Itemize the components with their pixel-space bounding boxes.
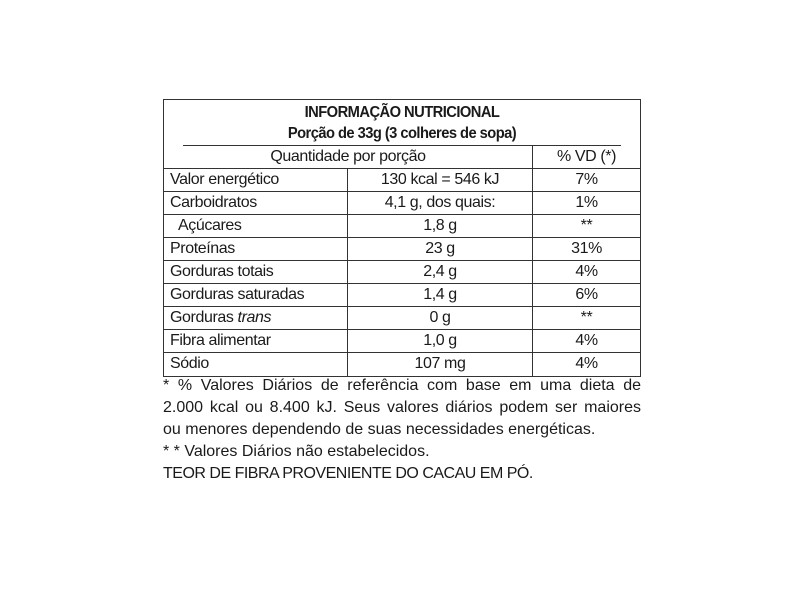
nutrient-name: Gorduras saturadas bbox=[164, 284, 348, 306]
header-quantity: Quantidade por porção bbox=[164, 146, 533, 168]
nutrient-name: Gorduras trans bbox=[164, 307, 348, 329]
nutrient-amount: 2,4 g bbox=[348, 261, 533, 283]
nutrient-amount: 1,4 g bbox=[348, 284, 533, 306]
nutrient-name: Carboidratos bbox=[164, 192, 348, 214]
nutrient-name-italic: trans bbox=[237, 309, 272, 326]
table-row: Proteínas 23 g 31% bbox=[164, 238, 640, 261]
nutrient-amount: 23 g bbox=[348, 238, 533, 260]
nutrient-amount: 1,8 g bbox=[348, 215, 533, 237]
table-row: Gorduras saturadas 1,4 g 6% bbox=[164, 284, 640, 307]
table-row: Sódio 107 mg 4% bbox=[164, 353, 640, 376]
header-dv: % VD (*) bbox=[556, 148, 617, 165]
nutrient-dv: 4% bbox=[575, 355, 598, 372]
nutrition-table: INFORMAÇÃO NUTRICIONAL Porção de 33g (3 … bbox=[163, 99, 641, 377]
nutrient-dv: 4% bbox=[575, 332, 598, 349]
nutrient-name: Fibra alimentar bbox=[164, 330, 348, 352]
table-header-row: Quantidade por porção % VD (*) bbox=[164, 146, 640, 169]
nutrient-name: Sódio bbox=[164, 353, 348, 376]
nutrient-amount: 107 mg bbox=[348, 353, 533, 376]
footnotes: * % Valores Diários de referência com ba… bbox=[163, 375, 641, 485]
table-row: Fibra alimentar 1,0 g 4% bbox=[164, 330, 640, 353]
nutrient-name: Açúcares bbox=[164, 215, 348, 237]
table-row: Carboidratos 4,1 g, dos quais: 1% bbox=[164, 192, 640, 215]
table-title: INFORMAÇÃO NUTRICIONAL bbox=[304, 104, 500, 121]
nutrient-name-text: Gorduras bbox=[170, 309, 234, 326]
table-row: Gorduras trans 0 g ** bbox=[164, 307, 640, 330]
footnote-line: 2.000 kcal ou 8.400 kJ. Seus valores diá… bbox=[163, 399, 641, 416]
footnote-line: * % Valores Diários de referência com ba… bbox=[163, 377, 641, 394]
nutrient-dv: 4% bbox=[575, 263, 598, 280]
nutrient-name: Gorduras totais bbox=[164, 261, 348, 283]
nutrient-amount: 130 kcal = 546 kJ bbox=[348, 169, 533, 191]
footnote-line: * * Valores Diários não estabelecidos. bbox=[163, 443, 430, 460]
nutrient-dv: ** bbox=[580, 217, 593, 234]
nutrient-dv: 1% bbox=[575, 194, 598, 211]
nutrient-dv: 6% bbox=[575, 286, 598, 303]
table-row: Açúcares 1,8 g ** bbox=[164, 215, 640, 238]
table-row: Valor energético 130 kcal = 546 kJ 7% bbox=[164, 169, 640, 192]
fiber-note: TEOR DE FIBRA PROVENIENTE DO CACAU EM PÓ… bbox=[163, 465, 533, 482]
nutrient-name: Valor energético bbox=[164, 169, 348, 191]
nutrient-amount: 1,0 g bbox=[348, 330, 533, 352]
serving-size: Porção de 33g (3 colheres de sopa) bbox=[287, 125, 517, 142]
table-title-block: INFORMAÇÃO NUTRICIONAL Porção de 33g (3 … bbox=[183, 100, 621, 146]
nutrient-dv: 31% bbox=[571, 240, 602, 257]
nutrient-dv: ** bbox=[580, 309, 593, 326]
table-row: Gorduras totais 2,4 g 4% bbox=[164, 261, 640, 284]
footnote-line: ou menores dependendo de suas necessidad… bbox=[163, 421, 596, 438]
nutrient-amount: 0 g bbox=[348, 307, 533, 329]
nutrient-dv: 7% bbox=[575, 171, 598, 188]
nutrient-amount: 4,1 g, dos quais: bbox=[348, 192, 533, 214]
nutrient-name: Proteínas bbox=[164, 238, 348, 260]
